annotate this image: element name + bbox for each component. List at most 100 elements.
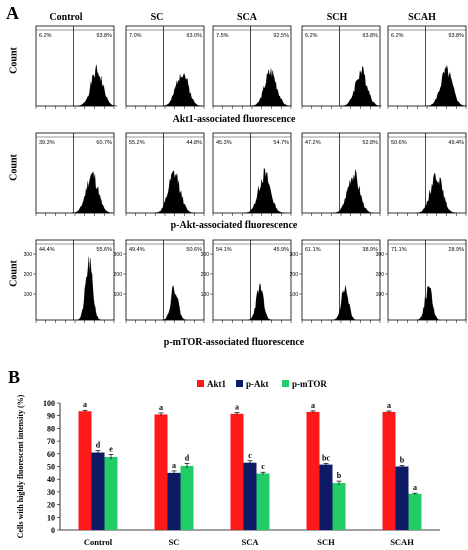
left-percent: 6.2% [39, 33, 52, 39]
col-title-control: Control [49, 12, 83, 23]
histogram-distribution [415, 173, 458, 214]
flow-histogram-grid: 6.2% 93.8% 7.0% 93.0% 7.5% 92.5% 6.2% 93.8% 6.2%… [24, 25, 468, 323]
significance-letter: bc [322, 453, 330, 462]
y-tick-label: 90 [47, 412, 55, 421]
col-title-sca: SCA [236, 12, 257, 23]
y-axis-label: Cells with highly fluorescent intensity … [16, 394, 25, 538]
y-tick-label: 100 [376, 292, 385, 298]
y-tick-label: 100 [290, 292, 299, 298]
bar-p-akt [243, 462, 257, 530]
significance-letter: a [311, 401, 315, 410]
histogram-panel: 7.0% 93.0% [125, 25, 205, 109]
right-percent: 45.9% [273, 247, 289, 253]
bar-akt1 [382, 411, 396, 530]
legend-label-p-akt: p-Akt [246, 379, 269, 389]
row1-caption: Akt1-associated fluorescence [172, 114, 296, 125]
y-tick-label: 300 [24, 252, 33, 258]
histogram-distribution [71, 171, 114, 214]
significance-letter: c [248, 451, 252, 460]
histogram-panel: 6.2% 93.8% [387, 25, 468, 109]
histogram-panel: 47.2% 52.8% [301, 132, 381, 216]
right-percent: 93.8% [448, 33, 464, 39]
left-percent: 45.3% [216, 140, 232, 146]
significance-letter: b [337, 471, 342, 480]
y-tick-label: 100 [24, 292, 33, 298]
histogram-panel: 7.5% 92.5% [212, 25, 292, 109]
significance-letter: a [159, 403, 163, 412]
col-title-scah: SCAH [408, 12, 436, 23]
histogram-panel: 50.6% 49.4% [387, 132, 467, 216]
y-tick-label: 100 [114, 292, 123, 298]
histogram-distribution [332, 169, 375, 214]
histogram-panel: 300 200 100 49.4% 50.6% [114, 239, 205, 323]
legend-label-akt1: Akt1 [207, 379, 227, 389]
right-percent: 38.9% [362, 247, 378, 253]
left-percent: 7.5% [216, 33, 229, 39]
x-tick-label: Control [84, 537, 113, 547]
histogram-distribution [249, 68, 292, 107]
right-percent: 28.9% [448, 247, 464, 253]
left-percent: 71.1% [391, 247, 407, 253]
y-tick-label: 300 [290, 252, 299, 258]
right-percent: 55.6% [96, 247, 112, 253]
histogram-distribution [425, 65, 468, 107]
y-tick-label: 200 [376, 272, 385, 278]
histogram-panel: 300 200 100 54.1% 45.9% [201, 239, 292, 323]
histogram-panel: 6.2% 93.8% [35, 25, 118, 109]
y-tick-label: 200 [114, 272, 123, 278]
y-tick-label: 20 [47, 501, 55, 510]
bar-p-mtor [332, 483, 346, 530]
left-percent: 7.0% [129, 33, 142, 39]
bar-chart: 0 10 20 30 40 50 60 70 80 90 100 Cells with highly … [16, 379, 440, 547]
panel-b-letter: B [8, 367, 21, 387]
histogram-distribution [76, 64, 118, 107]
significance-letter: a [83, 400, 87, 409]
col-title-sc: SC [150, 12, 164, 23]
right-percent: 50.6% [186, 247, 202, 253]
col-title-sch: SCH [326, 12, 348, 23]
left-percent: 61.1% [305, 247, 321, 253]
histogram-panel: 45.3% 54.7% [212, 132, 292, 216]
y-tick-label: 200 [290, 272, 299, 278]
histogram-panel: 6.2% 93.8% [301, 25, 383, 109]
right-percent: 52.8% [362, 140, 378, 146]
legend-swatch-akt1 [197, 380, 204, 387]
histogram-distribution [153, 170, 196, 214]
bar-p-mtor [180, 465, 194, 530]
bar-akt1 [230, 413, 244, 530]
bar-p-akt [319, 464, 333, 530]
histogram-frame [387, 132, 467, 214]
bar-akt1 [154, 414, 168, 530]
y-tick-label: 100 [201, 292, 210, 298]
histogram-frame [212, 239, 292, 321]
y-tick-label: 40 [47, 475, 55, 484]
histogram-frame [125, 132, 205, 214]
histogram-distribution [416, 285, 441, 321]
significance-letter: a [387, 401, 391, 410]
y-tick-label: 200 [24, 272, 33, 278]
y-tick-label: 70 [47, 437, 55, 446]
bar-p-akt [91, 452, 105, 530]
x-tick-label: SCAH [390, 537, 414, 547]
right-percent: 60.7% [96, 140, 112, 146]
significance-letter: d [96, 441, 101, 450]
histogram-distribution [247, 283, 273, 321]
right-percent: 92.5% [273, 33, 289, 39]
left-percent: 44.4% [39, 247, 55, 253]
histogram-distribution [243, 168, 286, 214]
left-percent: 6.2% [391, 33, 404, 39]
histogram-frame [387, 25, 467, 107]
histogram-panel: 55.2% 44.8% [125, 132, 205, 216]
histogram-distribution [340, 65, 383, 107]
bar-p-akt [167, 472, 181, 530]
x-tick-label: SC [169, 537, 180, 547]
right-percent: 54.7% [273, 140, 289, 146]
bar-p-mtor [104, 456, 118, 530]
histogram-frame [387, 239, 467, 321]
y-tick-label: 30 [47, 488, 55, 497]
significance-letter: e [109, 444, 113, 453]
legend-label-p-mtor: p-mTOR [292, 379, 327, 389]
panel-a-letter: A [6, 3, 19, 23]
bar-akt1 [78, 411, 92, 530]
x-tick-label: SCA [241, 537, 259, 547]
